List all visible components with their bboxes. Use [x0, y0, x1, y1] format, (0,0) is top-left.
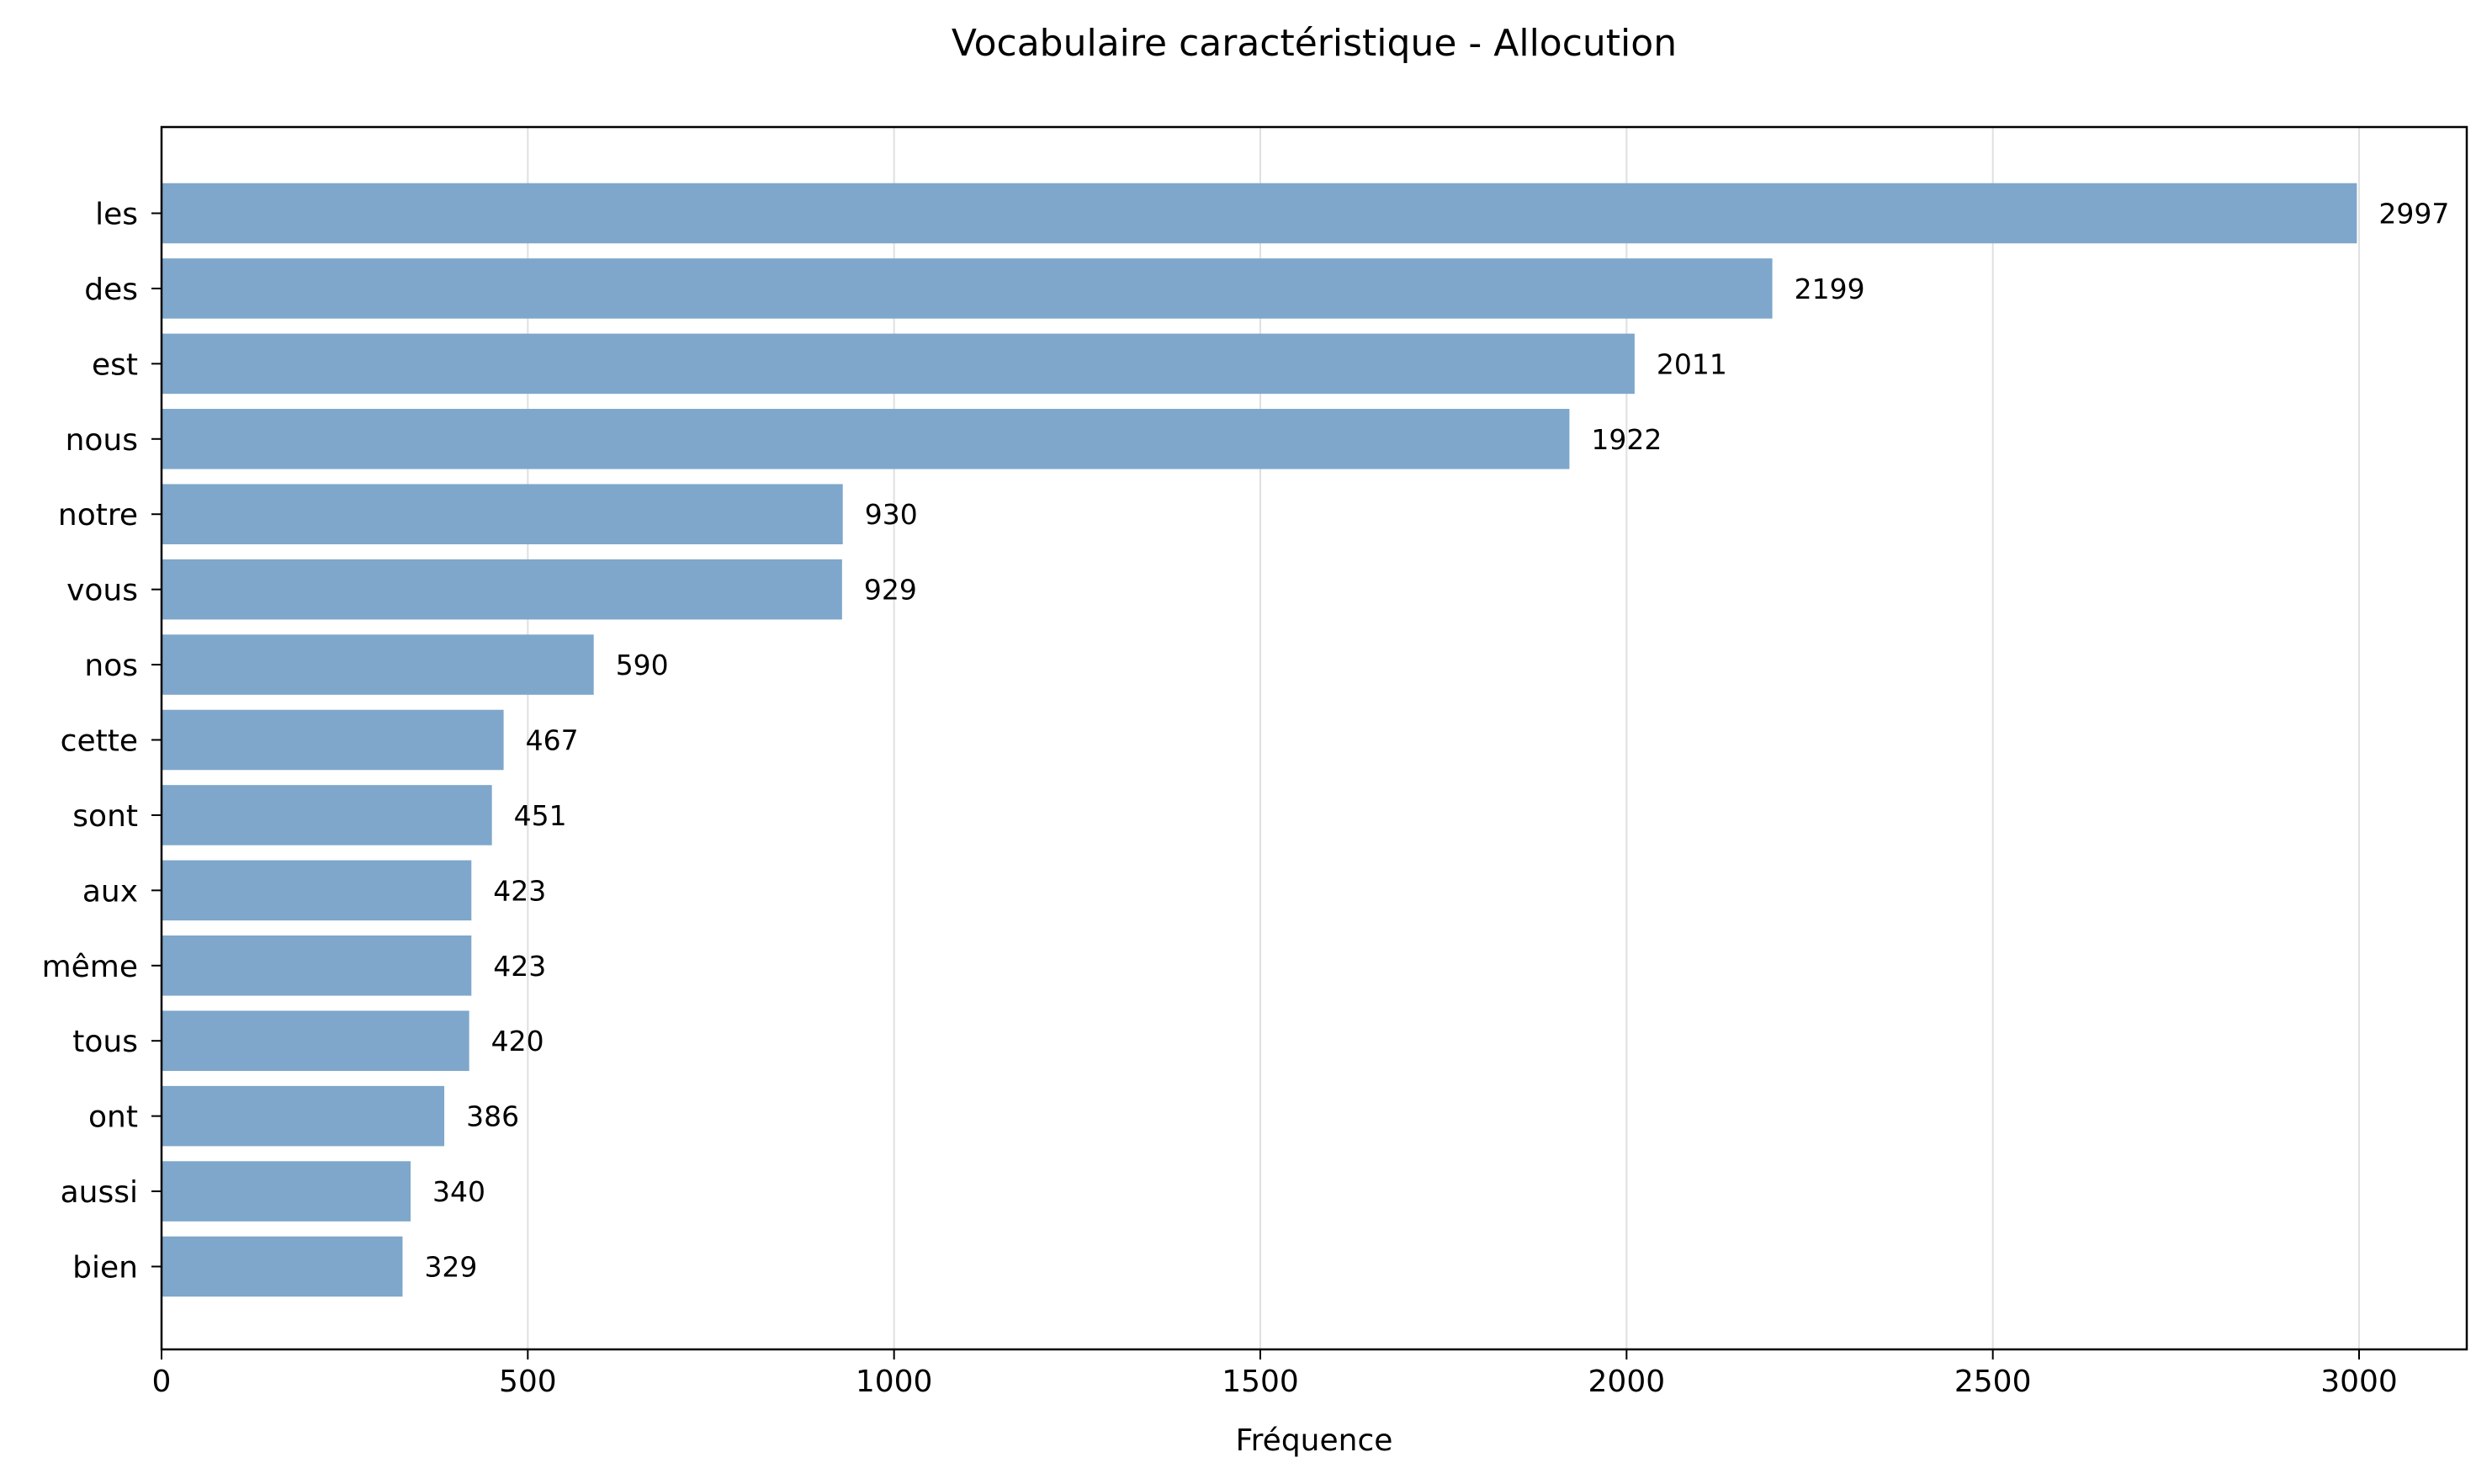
bar-aux	[162, 860, 472, 921]
y-tick-label-cette: cette	[61, 724, 138, 759]
x-tick-label: 3000	[2320, 1365, 2398, 1399]
y-tick-label-des: des	[84, 273, 138, 307]
y-tick-label-aux: aux	[82, 874, 138, 909]
plot-frame	[160, 125, 2468, 1351]
y-tick-label-les: les	[95, 198, 138, 232]
data-label-sont: 451	[514, 799, 567, 832]
grid-lines	[161, 127, 2361, 1349]
y-tick-label-aussi: aussi	[61, 1175, 138, 1210]
data-label-des: 2199	[1795, 273, 1865, 305]
bar-les	[162, 183, 2357, 244]
y-axis: les des est nous notre vous nos cette sont aux mêm…	[42, 198, 162, 1285]
data-label-nos: 590	[616, 649, 669, 681]
x-axis: 0 500 1000 1500 2000 2500 3000	[152, 1349, 2398, 1399]
data-label-ont: 386	[466, 1100, 519, 1133]
bar-aussi	[162, 1161, 411, 1222]
y-tick-label-même: même	[42, 950, 138, 984]
data-label-les: 2997	[2378, 198, 2449, 231]
bar-est	[162, 333, 1635, 395]
x-tick-label: 1500	[1222, 1365, 1299, 1399]
bar-vous	[162, 559, 842, 620]
bar-nos	[162, 634, 594, 695]
data-label-cette: 467	[526, 724, 579, 757]
bar-notre	[162, 484, 843, 544]
y-tick-label-bien: bien	[72, 1251, 138, 1285]
bar-même	[162, 935, 472, 996]
bars	[162, 183, 2357, 1297]
bar-sont	[162, 785, 492, 845]
data-label-même: 423	[493, 950, 546, 983]
y-tick-label-nos: nos	[84, 649, 138, 683]
data-label-bien: 329	[424, 1251, 477, 1284]
y-tick-label-ont: ont	[88, 1100, 138, 1135]
y-tick-label-notre: notre	[58, 498, 138, 533]
y-tick-label-tous: tous	[72, 1025, 138, 1059]
y-tick-label-vous: vous	[66, 574, 138, 608]
bar-bien	[162, 1236, 403, 1297]
bar-des	[162, 258, 1773, 319]
x-tick-label: 0	[152, 1365, 172, 1399]
data-label-notre: 930	[865, 498, 918, 531]
data-label-nous: 1922	[1591, 423, 1662, 456]
x-tick-label: 1000	[856, 1365, 933, 1399]
x-tick-label: 500	[499, 1365, 557, 1399]
y-tick-label-nous: nous	[66, 423, 138, 458]
y-tick-label-est: est	[92, 347, 138, 382]
bar-nous	[162, 409, 1570, 469]
data-label-aussi: 340	[432, 1175, 485, 1208]
data-label-tous: 420	[491, 1025, 544, 1057]
x-tick-label: 2000	[1588, 1365, 1666, 1399]
data-label-vous: 929	[864, 574, 917, 607]
data-label-est: 2011	[1657, 347, 1727, 380]
value-labels: 2997 2199 2011 1922 930 929 590 467 451 423 423 420…	[424, 198, 2449, 1284]
x-tick-label: 2500	[1954, 1365, 2032, 1399]
data-label-aux: 423	[493, 874, 546, 907]
bar-ont	[162, 1085, 445, 1147]
x-axis-label: Fréquence	[1236, 1423, 1393, 1458]
bar-cette	[162, 709, 504, 771]
bar-tous	[162, 1010, 469, 1071]
chart-title: Vocabulaire caractéristique - Allocution	[952, 22, 1677, 65]
y-tick-label-sont: sont	[72, 799, 138, 834]
